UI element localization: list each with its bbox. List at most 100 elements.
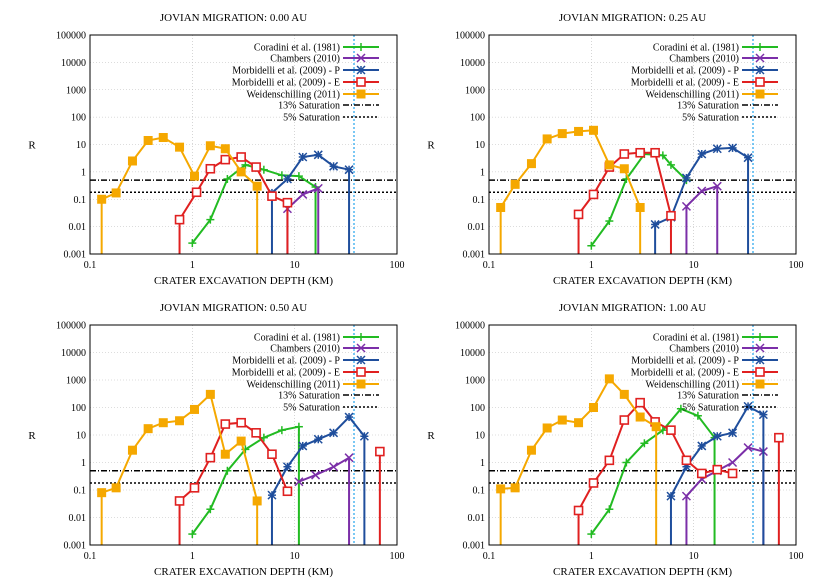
data-point bbox=[205, 163, 216, 174]
x-axis-label: CRATER EXCAVATION DEPTH (KM) bbox=[553, 275, 732, 287]
series-2 bbox=[681, 443, 768, 545]
legend-marker bbox=[356, 89, 366, 99]
data-point bbox=[220, 449, 230, 459]
legend-label: 13% Saturation bbox=[677, 101, 739, 112]
data-point bbox=[191, 187, 202, 198]
legend-label: 5% Saturation bbox=[283, 113, 340, 124]
series-2 bbox=[294, 453, 354, 545]
data-point bbox=[251, 428, 261, 438]
data-point bbox=[127, 156, 137, 166]
x-tick-label: 100 bbox=[789, 551, 804, 562]
data-point bbox=[236, 417, 246, 428]
x-tick-label: 1 bbox=[589, 260, 594, 271]
series-5 bbox=[97, 133, 262, 254]
legend-label: Morbidelli et al. (2009) - E bbox=[631, 78, 739, 89]
y-tick-label: 0.1 bbox=[74, 195, 87, 206]
x-tick-label: 1 bbox=[589, 551, 594, 562]
y-tick-label: 1000 bbox=[465, 376, 485, 387]
data-point bbox=[635, 202, 645, 212]
y-tick-label: 10 bbox=[475, 431, 485, 442]
legend-marker bbox=[356, 343, 366, 353]
data-point bbox=[666, 210, 676, 221]
x-tick-label: 100 bbox=[789, 260, 804, 271]
series-5 bbox=[97, 389, 262, 545]
y-tick-label: 10000 bbox=[61, 348, 86, 359]
y-axis-label: R bbox=[427, 140, 435, 152]
y-tick-label: 10 bbox=[475, 140, 485, 151]
data-point bbox=[143, 424, 153, 434]
data-point bbox=[220, 419, 231, 429]
data-point bbox=[526, 445, 536, 455]
data-point bbox=[97, 194, 107, 204]
data-point bbox=[313, 183, 323, 193]
legend-label: Morbidelli et al. (2009) - E bbox=[232, 78, 340, 89]
legend-marker bbox=[356, 367, 366, 377]
data-point bbox=[728, 457, 738, 468]
data-point bbox=[573, 505, 584, 516]
legend-label: 5% Saturation bbox=[682, 403, 739, 414]
data-point bbox=[127, 445, 137, 455]
data-point bbox=[681, 491, 691, 501]
legend-label: Morbidelli et al. (2009) - E bbox=[232, 368, 340, 379]
series-line bbox=[500, 377, 657, 490]
panel-1: 0.001 0.01 0.1 1 10 100 1000 10000 100000 0.1 1 10 1… bbox=[28, 12, 404, 287]
data-point bbox=[175, 142, 185, 152]
x-tick-label: 10 bbox=[290, 551, 300, 562]
data-point bbox=[190, 171, 200, 181]
series-line bbox=[271, 153, 350, 194]
data-point bbox=[111, 483, 121, 493]
y-tick-label: 10000 bbox=[61, 58, 86, 69]
legend-label: Weidenschilling (2011) bbox=[645, 380, 739, 391]
data-point bbox=[573, 209, 584, 220]
y-tick-label: 100000 bbox=[455, 31, 485, 42]
data-point bbox=[589, 125, 599, 135]
y-tick-label: 0.1 bbox=[473, 195, 486, 206]
x-tick-label: 10 bbox=[689, 260, 699, 271]
legend-label: Weidenschilling (2011) bbox=[246, 380, 340, 391]
legend-marker bbox=[356, 379, 366, 389]
series-4 bbox=[573, 147, 676, 254]
data-point bbox=[329, 462, 339, 472]
plot-frame bbox=[89, 34, 398, 255]
series-1 bbox=[587, 149, 691, 250]
legend-label: Morbidelli et al. (2009) - E bbox=[631, 368, 739, 379]
data-point bbox=[220, 144, 230, 154]
data-point bbox=[574, 126, 584, 136]
y-tick-label: 0.001 bbox=[463, 250, 486, 261]
panel-3: 0.001 0.01 0.1 1 10 100 1000 10000 100000 0.1 1 10 1… bbox=[28, 302, 404, 578]
data-point bbox=[189, 483, 200, 493]
data-point bbox=[542, 134, 552, 144]
y-tick-label: 100 bbox=[470, 113, 485, 124]
y-tick-label: 1 bbox=[81, 167, 86, 178]
y-tick-label: 1 bbox=[81, 458, 86, 469]
series-1 bbox=[188, 160, 320, 254]
legend-label: 13% Saturation bbox=[278, 101, 340, 112]
legend-marker bbox=[356, 53, 366, 63]
data-point bbox=[588, 189, 599, 200]
y-tick-label: 100 bbox=[71, 403, 86, 414]
y-tick-label: 0.01 bbox=[69, 513, 87, 524]
y-tick-label: 1 bbox=[480, 458, 485, 469]
data-point bbox=[712, 181, 722, 191]
data-point bbox=[697, 186, 707, 196]
data-point bbox=[635, 412, 645, 422]
x-tick-label: 0.1 bbox=[84, 260, 97, 271]
x-tick-label: 100 bbox=[390, 260, 405, 271]
data-point bbox=[681, 455, 692, 466]
data-point bbox=[344, 453, 354, 463]
data-point bbox=[205, 141, 215, 151]
legend-marker bbox=[755, 53, 765, 63]
series-4 bbox=[174, 417, 385, 545]
data-point bbox=[604, 374, 614, 384]
series-line bbox=[590, 407, 716, 535]
series-3 bbox=[666, 401, 768, 545]
y-axis-label: R bbox=[28, 140, 36, 152]
series-3 bbox=[267, 150, 354, 254]
x-tick-label: 1 bbox=[190, 551, 195, 562]
y-tick-label: 100000 bbox=[455, 321, 485, 332]
y-tick-label: 0.001 bbox=[463, 541, 486, 552]
x-tick-label: 0.1 bbox=[84, 551, 97, 562]
x-axis-label: CRATER EXCAVATION DEPTH (KM) bbox=[154, 566, 333, 578]
legend-label: Weidenschilling (2011) bbox=[645, 90, 739, 101]
